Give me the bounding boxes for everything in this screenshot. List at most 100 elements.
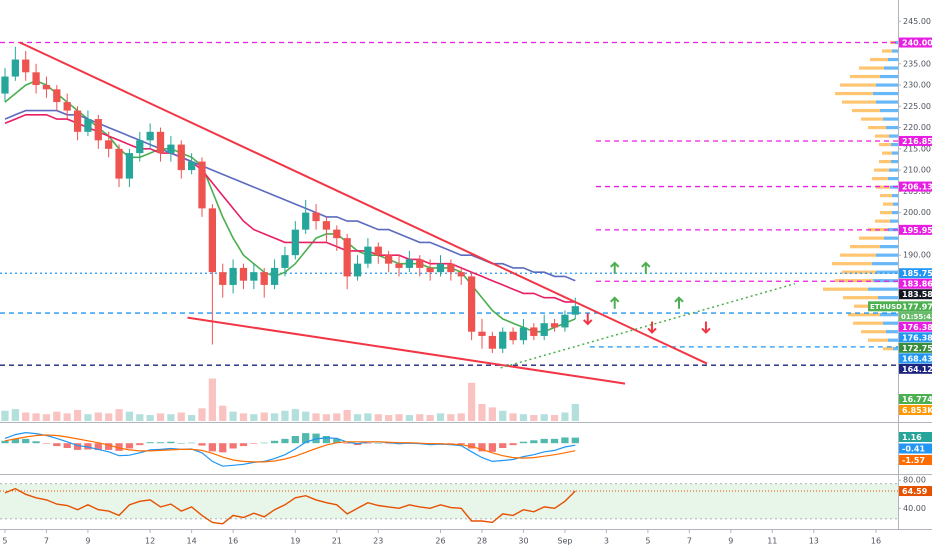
profile-down-bar <box>893 347 898 351</box>
macd-histogram-bar <box>333 438 341 444</box>
candle-body <box>561 314 569 328</box>
profile-up-bar <box>872 177 888 181</box>
macd-label: -1.57 <box>902 456 925 465</box>
x-tick-label: 23 <box>373 537 383 546</box>
volume-bar <box>519 414 528 421</box>
candle-body <box>467 276 476 332</box>
candle-body <box>1 76 9 94</box>
macd-histogram-bar <box>499 443 507 448</box>
profile-up-bar <box>840 253 876 257</box>
price-label-bg <box>899 268 932 279</box>
macd-histogram-bar <box>291 436 299 444</box>
candle-body <box>239 267 248 281</box>
volume-bar <box>364 413 372 421</box>
candle-body <box>187 161 196 171</box>
price-label: 164.12 <box>902 365 932 374</box>
volume-bar <box>343 409 351 421</box>
profile-up-bar <box>852 108 880 113</box>
volume-bar <box>550 415 559 421</box>
profile-up-bar <box>868 338 888 342</box>
price-label-bg <box>899 363 932 374</box>
volume-bar <box>416 414 424 421</box>
countdown: 01:55:43 <box>901 313 932 321</box>
volume-bar <box>270 413 279 421</box>
volume-label: 16.774 <box>902 395 932 404</box>
profile-down-bar <box>892 151 898 155</box>
profile-up-bar <box>842 100 876 104</box>
x-tick-label: 16 <box>228 537 238 546</box>
volume-bar <box>84 414 92 421</box>
profile-down-bar <box>876 253 898 257</box>
volume-label-bg <box>899 394 932 404</box>
profile-up-bar <box>879 142 891 147</box>
macd-histogram-bar <box>208 443 216 452</box>
macd-histogram-bar <box>146 442 154 444</box>
profile-down-bar <box>888 228 898 232</box>
volume-bar <box>395 414 403 421</box>
volume-bar <box>530 415 538 421</box>
volume-bar <box>499 410 507 421</box>
y-tick-label: 210.00 <box>903 166 931 175</box>
profile-up-bar <box>882 151 892 155</box>
profile-down-bar <box>892 194 898 198</box>
x-tick-label: 9 <box>728 537 733 546</box>
macd-histogram-bar <box>22 438 30 444</box>
macd-histogram-bar <box>229 443 237 449</box>
macd-histogram-bar <box>167 441 175 444</box>
macd-histogram-bar <box>540 438 548 444</box>
price-label-bg <box>899 278 932 289</box>
profile-down-bar <box>886 330 898 334</box>
trendline <box>500 282 796 369</box>
profile-up-bar <box>835 279 873 283</box>
profile-down-bar <box>873 91 898 96</box>
trendline <box>187 316 626 385</box>
profile-up-bar <box>843 296 878 300</box>
volume-bar <box>447 414 455 421</box>
price-label-bg <box>899 353 932 364</box>
volume-bar <box>1 410 9 421</box>
macd-label: 1.16 <box>902 433 922 442</box>
volume-bar <box>187 415 196 421</box>
price-label: 172.75 <box>902 344 932 353</box>
rsi-tick-label: 80.00 <box>903 476 926 485</box>
candle-body <box>125 153 134 179</box>
profile-down-bar <box>880 108 898 113</box>
macd-histogram-bar <box>561 437 569 444</box>
macd-histogram-bar <box>239 443 248 447</box>
candle-body <box>322 221 331 230</box>
volume-bar <box>42 414 51 421</box>
macd-histogram-bar <box>509 443 517 446</box>
profile-up-bar <box>842 270 876 274</box>
price-label: 183.86 <box>902 280 932 289</box>
candle-body <box>550 323 559 328</box>
candle-body <box>416 259 424 268</box>
volume-bar <box>156 413 165 421</box>
profile-down-bar <box>886 125 898 130</box>
candle-body <box>146 131 154 141</box>
macd-histogram-bar <box>198 443 206 446</box>
candle-body <box>519 327 528 341</box>
price-label: 240.00 <box>902 39 932 48</box>
volume-bar <box>374 414 382 421</box>
rsi-label: 64.59 <box>902 487 928 496</box>
candle-body <box>333 229 341 239</box>
signal-arrow <box>609 261 620 274</box>
x-tick-label: 11 <box>767 537 777 546</box>
candle-body <box>364 246 372 264</box>
y-tick-label: 230.00 <box>903 81 931 90</box>
x-tick-label: 7 <box>44 537 49 546</box>
macd-label-bg <box>899 443 932 454</box>
candle-body <box>229 267 237 285</box>
volume-bar <box>509 413 517 421</box>
candle-body <box>42 85 51 90</box>
candle-body <box>426 267 434 273</box>
price-label: 176.38 <box>902 323 932 332</box>
x-tick-label: 9 <box>85 537 90 546</box>
price-label-bg <box>899 342 932 353</box>
rsi-tick-label: 40.00 <box>903 504 926 513</box>
volume-bar <box>208 378 216 421</box>
profile-up-bar <box>861 330 886 334</box>
profile-down-bar <box>891 142 898 147</box>
candle-body <box>302 212 310 230</box>
volume-bar <box>405 415 414 421</box>
